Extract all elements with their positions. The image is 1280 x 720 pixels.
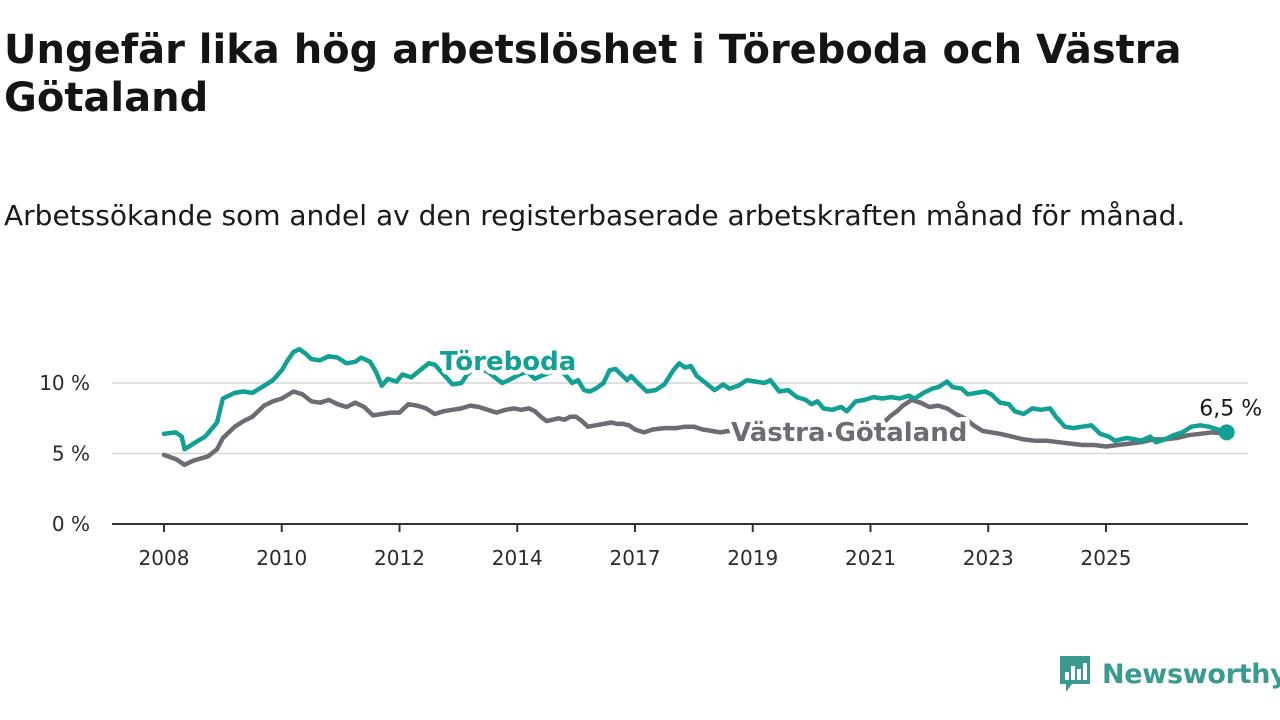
end-value-label: 6,5 % [1199,396,1262,421]
y-tick-label: 10 % [39,371,90,395]
svg-text:Töreboda: Töreboda [440,347,576,377]
brand-name: Newsworthy [1102,658,1280,690]
x-tick-label: 2014 [492,546,543,570]
svg-text:Västra Götaland: Västra Götaland [731,418,967,448]
y-axis-ticks: 0 % 5 % 10 % [39,371,90,536]
grid-lines [112,382,1248,525]
x-tick-label: 2012 [374,546,425,570]
y-tick-label: 0 % [52,512,90,536]
x-tick-label: 2023 [963,546,1014,570]
y-tick-label: 5 % [52,442,90,466]
svg-text:Västra Götaland: Västra Götaland [731,418,967,448]
x-tick-label: 2025 [1081,546,1132,570]
x-tick-label: 2019 [727,546,778,570]
x-tick-label: 2010 [256,546,307,570]
newsworthy-logo-icon [1060,656,1090,692]
x-tick-label: 2008 [139,546,190,570]
end-point-marker [1218,424,1235,441]
svg-text:Töreboda: Töreboda [440,347,576,377]
series-line-vastra-gotaland [161,389,1229,468]
x-tick-label: 2017 [610,546,661,570]
line-chart: 0 %5 %10 % 2008 2010 2012 2014 2017 2019 2021 2… [39,343,1263,571]
newsworthy-brand: Newsworthy [1058,654,1280,694]
x-axis-ticks: 2008 2010 2012 2014 2017 2019 2021 2023 2025 [139,524,1132,570]
chart-subtitle: Arbetssökande som andel av den registerb… [4,199,1186,232]
series-lines [161,346,1235,468]
chart-title: Ungefär lika hög arbetslöshet i Töreboda… [4,27,1182,121]
series-line-toreboda [161,346,1229,452]
x-tick-label: 2021 [845,546,896,570]
